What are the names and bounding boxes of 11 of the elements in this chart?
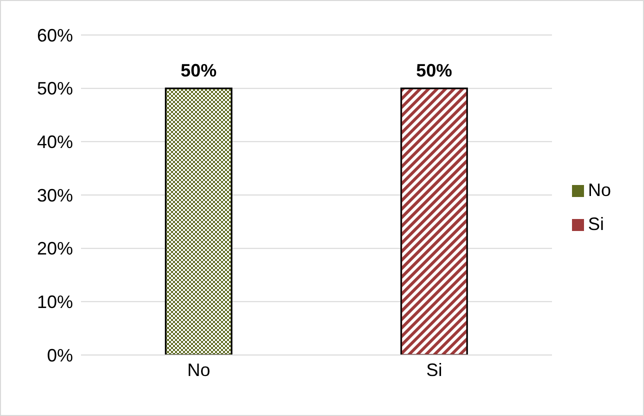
y-tick-label: 30% — [36, 185, 73, 206]
y-tick-label: 50% — [36, 78, 73, 99]
y-tick-label: 20% — [36, 238, 73, 259]
y-tick-label: 10% — [36, 292, 73, 312]
data-label: 50% — [180, 60, 217, 80]
legend-label: Si — [588, 214, 604, 234]
y-tick-label: 40% — [36, 132, 73, 152]
legend-label: No — [588, 180, 611, 200]
y-tick-label: 0% — [46, 345, 73, 366]
data-label: 50% — [416, 60, 452, 80]
y-tick-label: 60% — [36, 25, 73, 46]
